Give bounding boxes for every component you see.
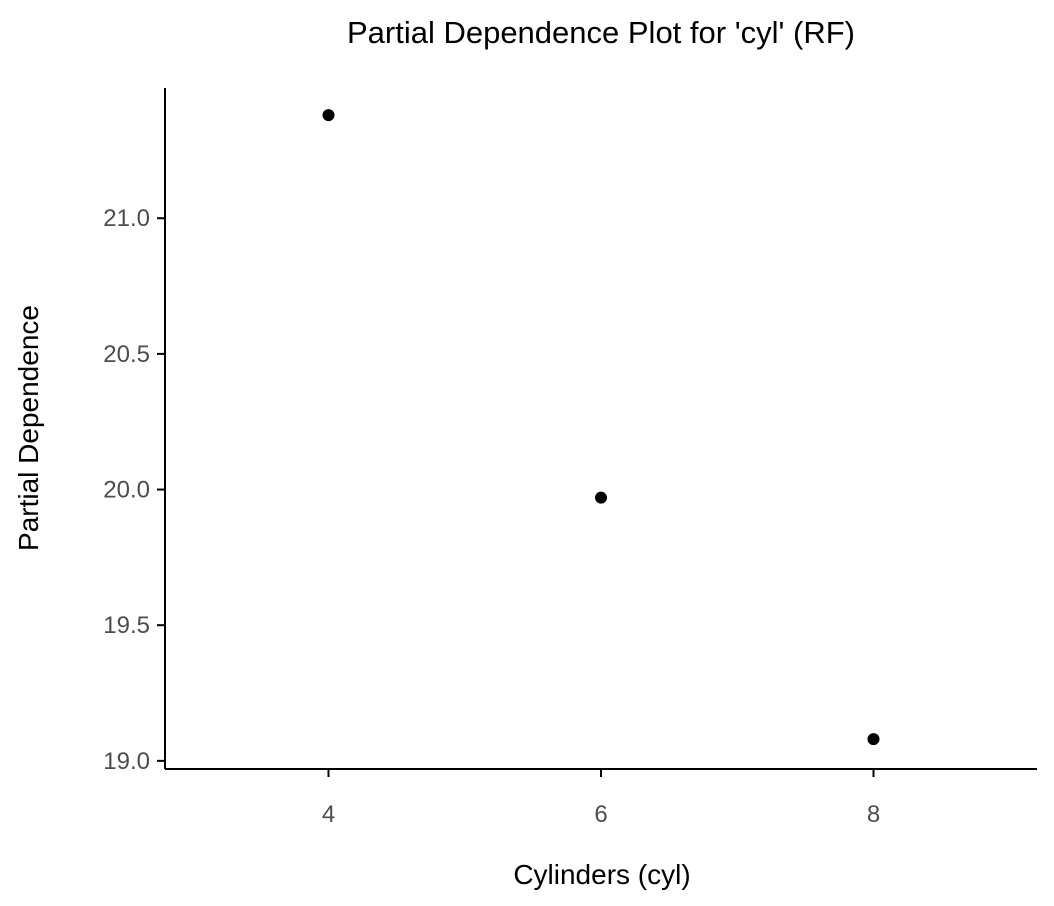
x-tick-label: 6 — [594, 801, 607, 828]
y-axis-label: Partial Dependence — [13, 305, 44, 551]
data-point — [595, 491, 607, 504]
y-tick-label: 20.0 — [103, 477, 150, 504]
x-axis-label: Cylinders (cyl) — [513, 859, 690, 890]
y-tick-label: 20.5 — [103, 341, 150, 368]
data-point — [867, 733, 880, 746]
x-axis-ticks: 4 6 8 — [322, 769, 880, 828]
y-tick-label: 19.0 — [103, 748, 150, 775]
y-tick-label: 19.5 — [103, 612, 150, 639]
chart-title: Partial Dependence Plot for 'cyl' (RF) — [347, 15, 855, 50]
x-tick-label: 8 — [867, 801, 880, 828]
x-tick-label: 4 — [322, 801, 335, 828]
data-point — [322, 109, 335, 122]
data-points — [322, 109, 880, 746]
y-axis-ticks: 19.0 19.5 20.0 20.5 21.0 — [103, 205, 165, 775]
y-tick-label: 21.0 — [103, 205, 150, 232]
